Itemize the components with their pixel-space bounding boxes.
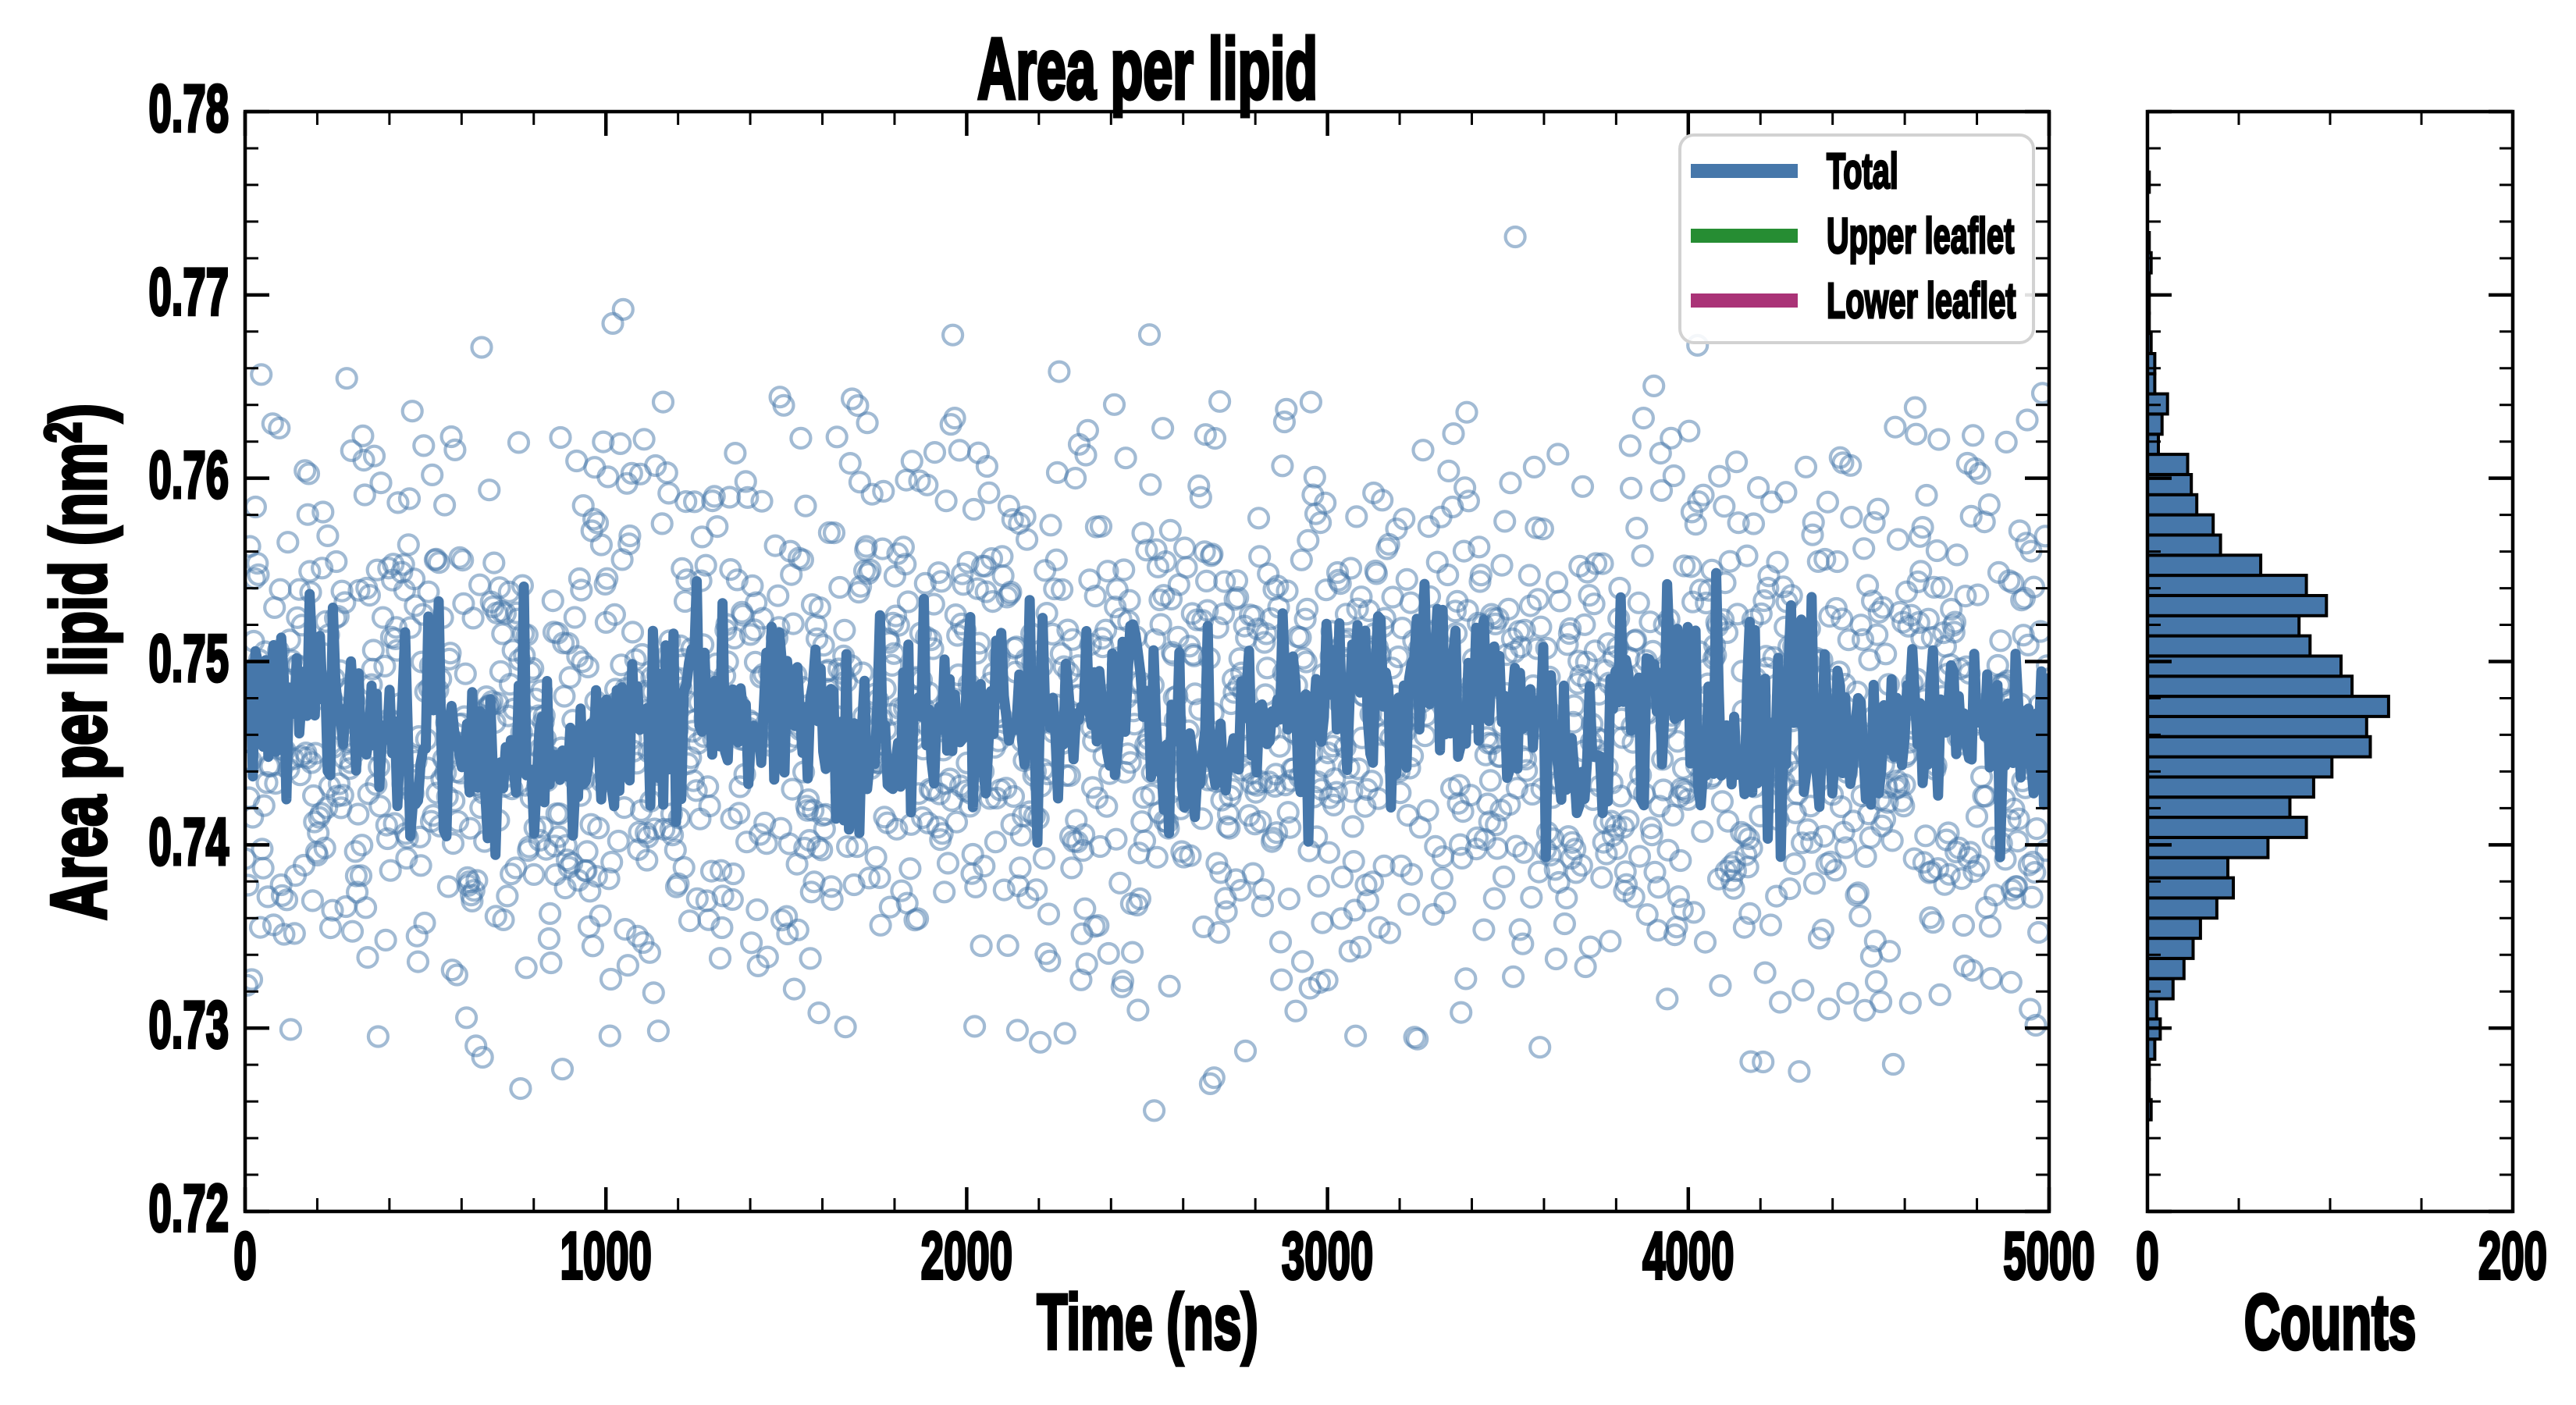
hist-bar [2147,735,2372,759]
hist-bar [2147,574,2308,597]
axes-frame [243,109,2515,1214]
plot-title: Area per lipid [977,21,1318,117]
hist-bar [2147,795,2292,820]
legend-label: Lower leaflet [1827,274,2016,329]
tick-labels: 0 1000 2000 3000 4000 50000.720.730.740.750.7… [148,70,2549,1294]
hist-bar [2147,594,2329,617]
tick-label: 0.78 [148,71,229,145]
legend-label: Total [1827,144,1898,200]
hist-bar [2147,695,2390,718]
tick-label: 0 [233,1218,256,1293]
tick-label: 0.74 [148,804,229,878]
tick-label: 5000 [2003,1218,2094,1293]
hist-bar [2147,755,2334,779]
legend-swatch [1691,229,1798,243]
hist-bar [2147,916,2202,941]
tick-label: 1000 [560,1218,652,1293]
hist-bar [2147,855,2229,880]
hist-bar [2147,835,2270,859]
x-axis-label: Time (ns) [1037,1278,1258,1365]
tick-label: 0.76 [148,438,229,512]
tick-label: 4000 [1642,1218,1734,1293]
tick-label: 0.75 [148,621,229,695]
svg-text:Area per lipid (nm2): Area per lipid (nm2) [35,404,122,920]
hist-x-axis-label: Counts [2244,1278,2416,1365]
hist-bar [2147,634,2312,658]
legend-label: Upper leaflet [1827,209,2014,265]
hist-bar [2147,553,2263,578]
hist-bar [2147,654,2343,678]
tick-label: 0.77 [148,254,229,329]
tick-label: 3000 [1282,1218,1373,1293]
hist-bar [2147,513,2215,537]
tick-label: 0.73 [148,987,229,1062]
legend-swatch [1691,164,1798,178]
legend-swatch [1691,293,1798,308]
hist-bar [2147,714,2368,738]
tick-label: 200 [2478,1218,2547,1293]
hist-bar [2147,956,2186,980]
legend-box [1678,133,2035,344]
tick-label: 0.72 [148,1171,229,1245]
hist-bar [2147,614,2301,638]
hist-bar [2147,896,2218,920]
tick-label: 2000 [921,1218,1012,1293]
mean-line [245,567,2049,863]
hist-bar [2147,412,2164,436]
hist-bar [2147,976,2175,1001]
y-axis-label: Area per lipid (nm2) [34,402,124,922]
histogram-bars [2147,170,2390,1122]
legend: Total Upper leaflet Lower leaflet [1678,133,2035,344]
hist-bar [2147,775,2315,799]
tick-label: 0 [2136,1218,2158,1293]
hist-bar [2147,674,2354,699]
hist-bar [2147,493,2199,517]
hist-bar [2147,816,2308,839]
hist-bar [2147,453,2190,476]
